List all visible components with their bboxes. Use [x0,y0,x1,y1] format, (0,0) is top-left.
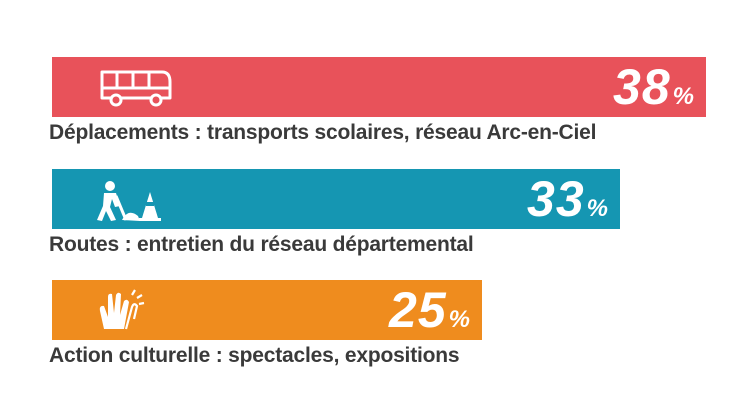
percent-sign: % [448,306,470,333]
value-number: 33 [527,171,585,227]
category-label-deplacements: Déplacements : transports scolaires, rés… [49,121,597,144]
percent-sign: % [672,83,694,110]
percent-sign: % [586,195,608,222]
value-label-action-culturelle: 25% [389,284,470,349]
roadworker-icon [96,178,176,222]
value-number: 25 [389,282,447,338]
bus-icon [96,66,176,110]
bar-deplacements: 38% [52,57,706,117]
bar-action-culturelle: 25% [52,280,482,340]
category-label-routes: Routes : entretien du réseau département… [49,233,474,256]
value-number: 38 [613,59,671,115]
bar-routes: 33% [52,169,620,229]
clapping-hands-icon [96,289,176,333]
category-label-action-culturelle: Action culturelle : spectacles, expositi… [49,344,460,367]
value-label-deplacements: 38% [613,61,694,126]
value-label-routes: 33% [527,173,608,238]
